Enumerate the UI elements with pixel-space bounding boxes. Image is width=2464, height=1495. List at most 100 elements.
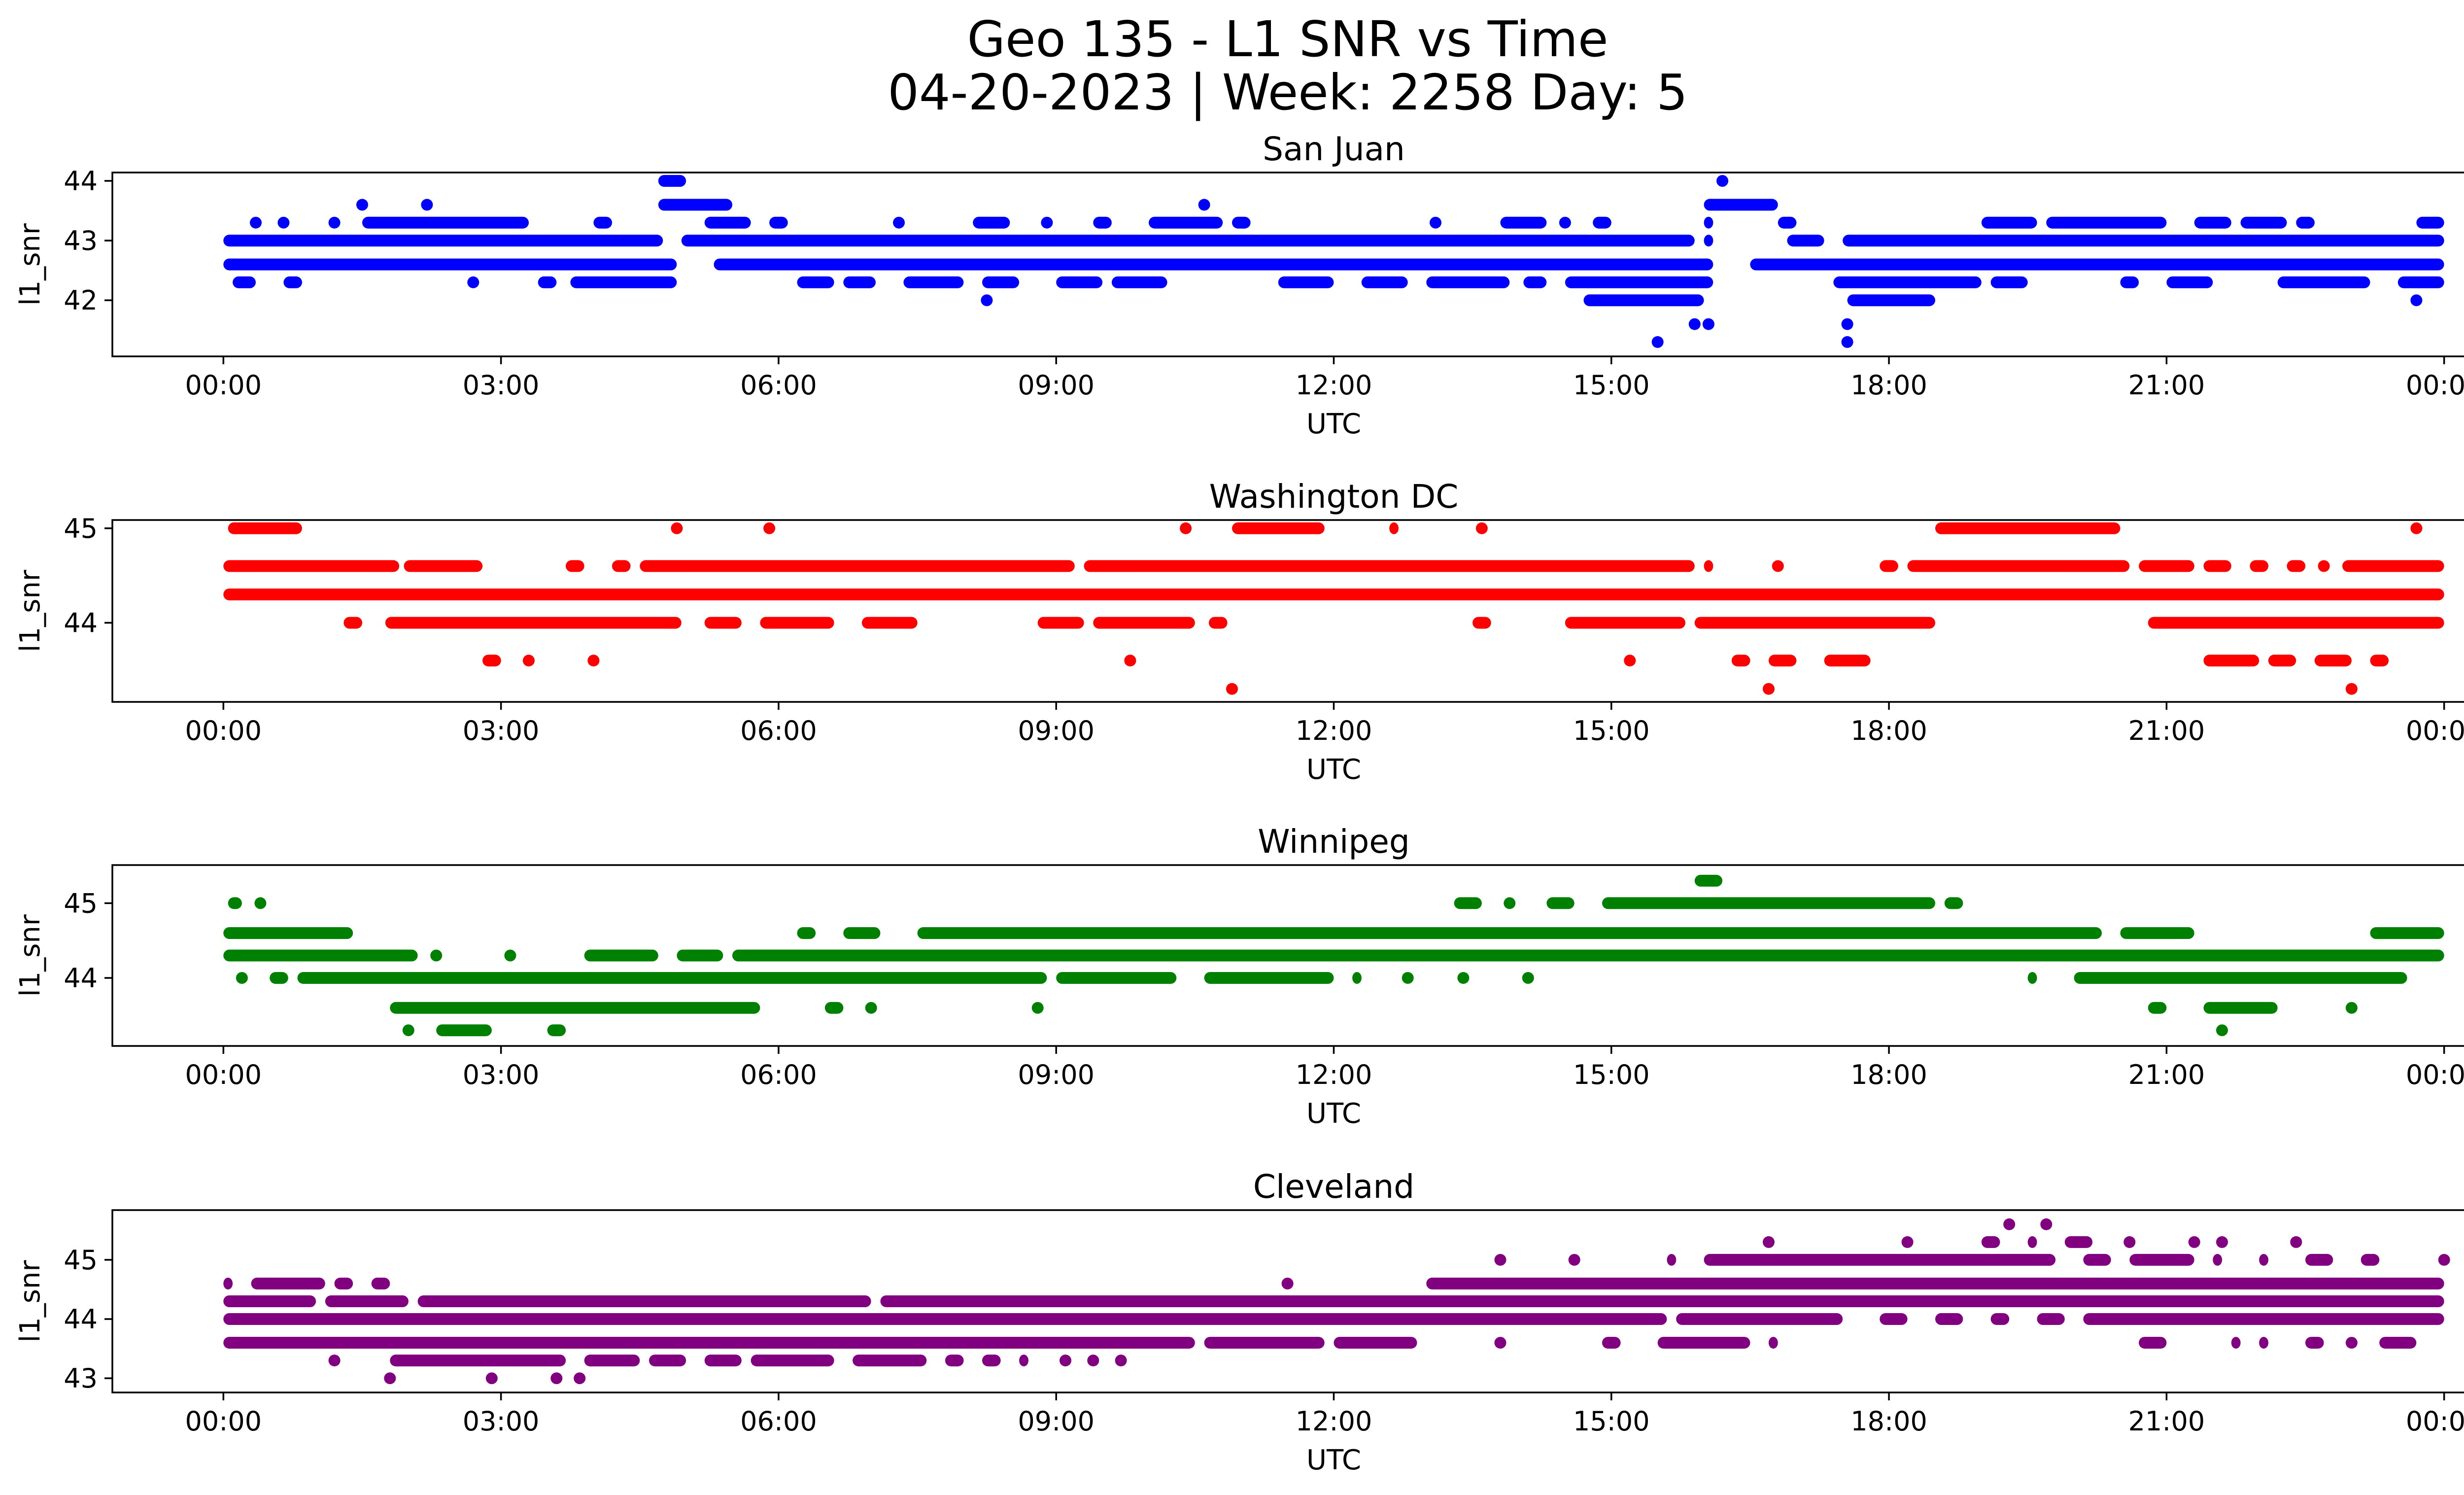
x-tick-label: 21:00 — [2128, 715, 2205, 746]
data-point-run — [2370, 927, 2444, 939]
y-tick-label: 44 — [64, 166, 98, 197]
data-point-run — [390, 1002, 760, 1014]
data-point-run — [640, 560, 1075, 572]
data-point — [1198, 199, 1210, 211]
x-tick-label: 00:00 — [185, 715, 262, 746]
scatter-series — [223, 874, 2444, 1037]
data-point-run — [649, 1355, 686, 1367]
data-point-run — [1833, 276, 1982, 288]
data-point-run — [903, 276, 964, 288]
x-tick-label: 21:00 — [2128, 370, 2205, 401]
data-point-run — [1019, 1355, 1028, 1367]
data-point — [587, 655, 600, 667]
data-point-run — [2074, 972, 2407, 984]
data-point-run — [417, 1295, 871, 1307]
data-point — [893, 216, 905, 229]
data-point — [430, 949, 443, 962]
subplot-title: Cleveland — [1253, 1168, 1414, 1206]
data-point-run — [270, 972, 288, 984]
data-point-run — [843, 927, 881, 939]
data-point-run — [1704, 560, 1713, 572]
data-point-run — [566, 560, 584, 572]
data-point — [1504, 897, 1516, 909]
data-point-run — [1334, 1337, 1417, 1349]
x-axis-label: UTC — [1306, 408, 1361, 440]
data-point — [522, 655, 535, 667]
x-tick-label: 09:00 — [1018, 1059, 1095, 1090]
data-point-run — [1084, 560, 1695, 572]
x-tick-label: 00:00 — [185, 370, 262, 401]
data-point-run — [1787, 235, 1824, 247]
y-tick-label: 45 — [64, 888, 98, 919]
x-tick-label: 00:00 — [185, 1059, 262, 1090]
x-tick-label: 15:00 — [1573, 370, 1650, 401]
data-point-run — [2120, 927, 2194, 939]
data-point — [328, 1355, 341, 1367]
data-point-run — [704, 1355, 742, 1367]
data-point-run — [751, 1355, 834, 1367]
x-tick-label: 21:00 — [2128, 1059, 2205, 1090]
y-axis-label: l1_snr — [14, 569, 46, 652]
data-point — [981, 294, 993, 307]
x-tick-label: 00:00 — [2406, 1406, 2464, 1437]
y-axis-label: l1_snr — [14, 1260, 46, 1343]
axes-frame — [111, 519, 2464, 703]
data-point-run — [982, 1355, 1001, 1367]
data-point-run — [2259, 1337, 2268, 1349]
data-point-run — [223, 560, 400, 572]
data-point — [1841, 336, 1853, 348]
y-tick-label: 43 — [64, 1363, 98, 1394]
data-point-run — [797, 276, 834, 288]
data-point — [504, 949, 516, 962]
x-tick-label: 03:00 — [463, 370, 540, 401]
data-point — [2410, 522, 2423, 534]
data-point-run — [732, 949, 2444, 962]
subplot-1: San Juan 42 43 44 00:00 03:00 06:00 09:00 12:00 1… — [14, 130, 2464, 440]
data-point — [1716, 175, 1729, 187]
data-point-run — [233, 276, 256, 288]
data-point — [1124, 655, 1136, 667]
x-tick-label: 00:00 — [185, 1406, 262, 1437]
data-point-run — [2027, 1236, 2037, 1248]
data-point-run — [1232, 216, 1251, 229]
x-tick-label: 12:00 — [1296, 1406, 1372, 1437]
data-point-run — [1694, 617, 1935, 629]
data-point-run — [681, 235, 1695, 247]
data-point-run — [1769, 1337, 1778, 1349]
data-point-run — [1546, 897, 1574, 909]
subplot-3: Winnipeg 44 45 00:00 03:00 06:00 09:00 12:00 15:… — [14, 823, 2464, 1130]
data-point-run — [1593, 216, 1611, 229]
data-point-run — [1093, 617, 1195, 629]
x-tick-label: 06:00 — [740, 1406, 817, 1437]
data-point-run — [547, 1024, 566, 1037]
data-point-run — [223, 1278, 233, 1289]
data-point-run — [1990, 1313, 2010, 1325]
data-point — [1901, 1236, 1914, 1248]
data-point-run — [843, 276, 876, 288]
data-point-run — [2361, 1253, 2380, 1266]
data-point-run — [223, 258, 677, 271]
data-point-run — [2287, 560, 2306, 572]
x-tick-label: 00:00 — [2406, 715, 2464, 746]
data-point-run — [1093, 216, 1112, 229]
data-point — [550, 1372, 563, 1385]
data-point-run — [1843, 235, 2444, 247]
data-point-run — [714, 258, 1713, 271]
data-point-run — [343, 617, 362, 629]
data-point-run — [1981, 1236, 2000, 1248]
data-point — [865, 1002, 877, 1014]
data-point-run — [1278, 276, 1334, 288]
data-point-run — [2203, 560, 2231, 572]
data-point-run — [1944, 897, 1963, 909]
data-point-run — [1990, 276, 2028, 288]
data-point-run — [2203, 655, 2259, 667]
data-point-run — [760, 617, 834, 629]
x-tick-label: 15:00 — [1573, 715, 1650, 746]
scatter-series — [223, 1218, 2450, 1385]
data-point-run — [1731, 655, 1750, 667]
data-point-run — [404, 560, 483, 572]
data-point — [1457, 972, 1470, 984]
y-tick-label: 43 — [64, 225, 98, 256]
data-point-run — [1694, 874, 1723, 887]
data-point-run — [973, 216, 1010, 229]
